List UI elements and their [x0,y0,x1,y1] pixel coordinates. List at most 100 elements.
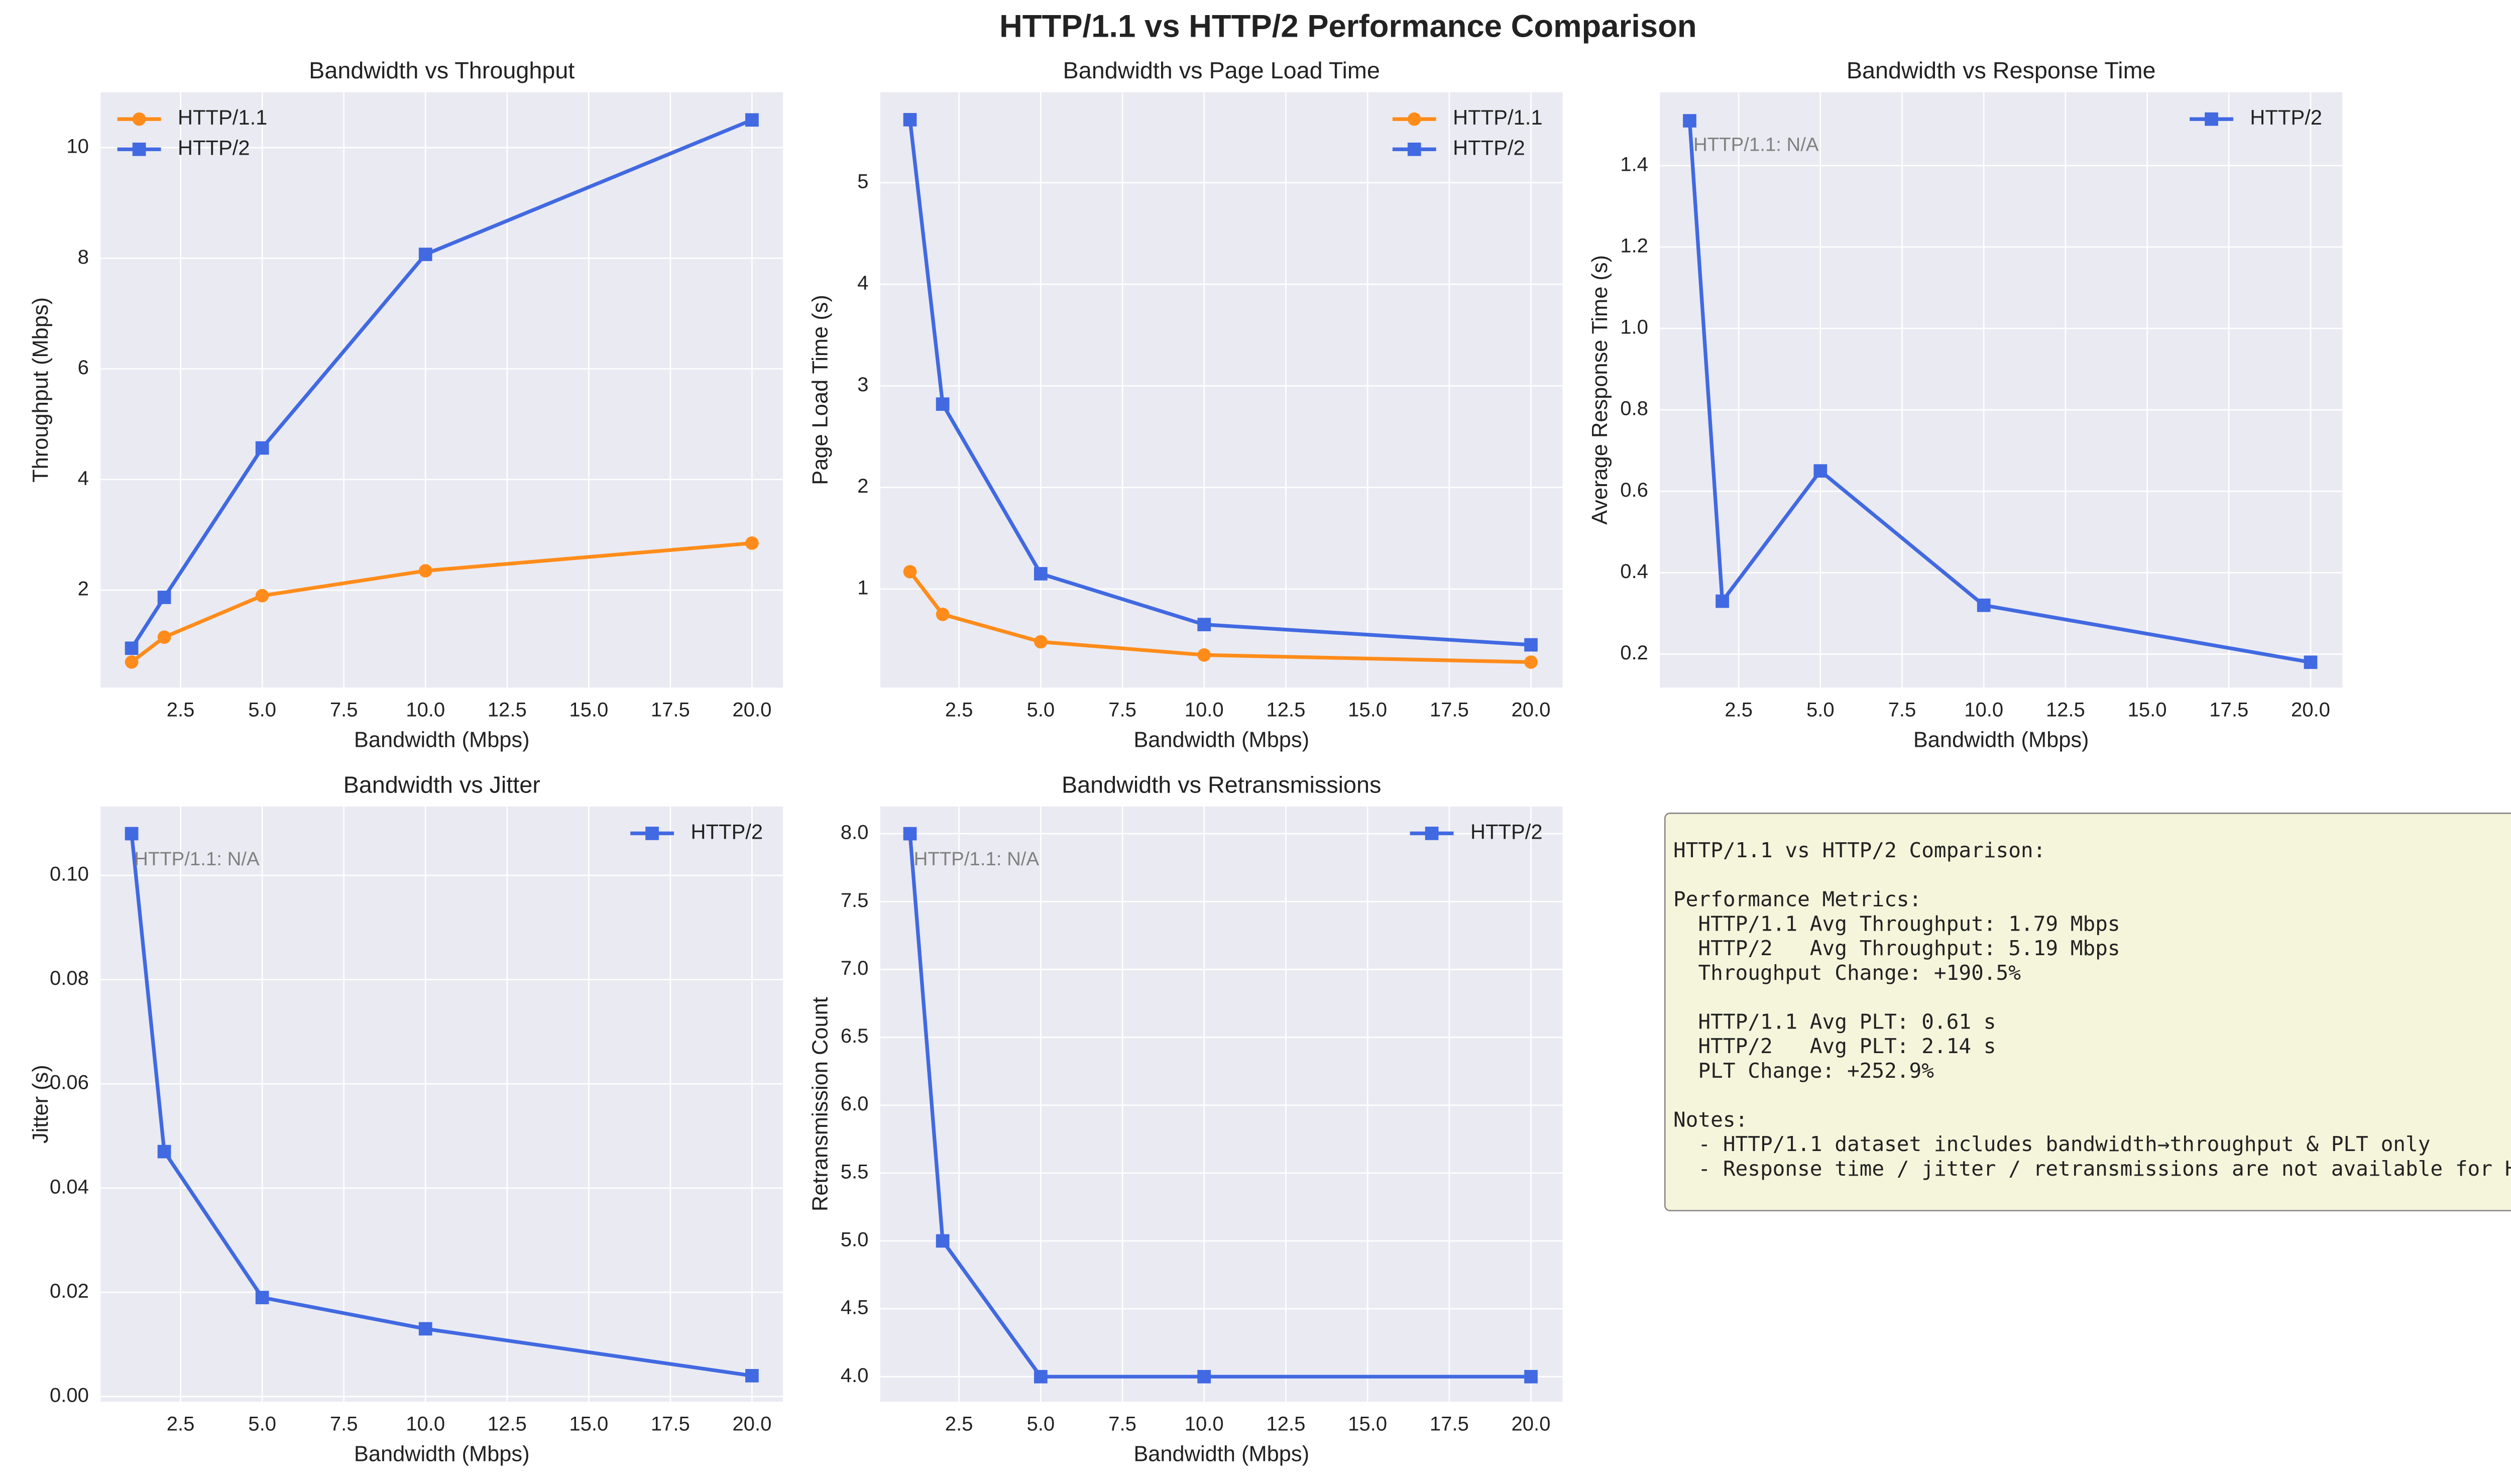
x-tick-label: 2.5 [167,1413,195,1435]
x-axis-title: Bandwidth (Mbps) [354,1442,530,1466]
marker [1197,1369,1211,1384]
marker [936,397,950,411]
marker [418,564,432,578]
marker [1524,638,1538,652]
y-axis-title: Throughput (Mbps) [29,297,53,483]
y-tick-label: 4 [78,467,89,489]
y-tick-label: 4.0 [841,1364,869,1387]
x-tick-label: 17.5 [1430,699,1469,721]
marker [418,1322,432,1336]
y-tick-label: 5.5 [841,1161,869,1183]
y-axis-title: Average Response Time (s) [1588,255,1612,525]
summary-line: - HTTP/1.1 dataset includes bandwidth→th… [1673,1132,2430,1156]
y-tick-label: 0.06 [50,1072,89,1094]
summary-line: PLT Change: +252.9% [1673,1059,1934,1083]
marker [255,589,269,603]
x-tick-label: 7.5 [330,699,358,721]
y-tick-label: 8 [78,246,89,268]
x-tick-label: 7.5 [1108,699,1136,721]
legend-label: HTTP/2 [691,820,763,843]
y-tick-label: 0.10 [50,863,89,885]
plot-area [100,807,783,1402]
y-tick-label: 1 [857,577,868,599]
x-axis-title: Bandwidth (Mbps) [1913,728,2089,752]
marker [1524,1369,1538,1384]
marker [1977,598,1991,612]
chart-title: Bandwidth vs Retransmissions [1062,771,1381,797]
annotation: HTTP/1.1: N/A [914,848,1040,870]
marker [1407,142,1421,156]
legend: HTTP/2 [630,820,763,843]
marker [903,827,917,841]
marker [745,536,759,550]
y-tick-label: 7.5 [841,889,869,911]
marker [132,142,146,156]
y-tick-label: 2 [857,475,868,497]
x-tick-label: 7.5 [1888,699,1916,721]
marker [1425,827,1439,840]
y-axis-title: Page Load Time (s) [808,295,832,485]
plot-area [880,92,1563,688]
x-tick-label: 5.0 [1026,1413,1055,1435]
x-axis-title: Bandwidth (Mbps) [1133,1442,1309,1466]
plot-area [880,807,1563,1402]
marker [645,827,659,840]
marker [936,1234,950,1248]
y-tick-label: 0.4 [1620,560,1648,583]
legend-label: HTTP/1.1 [1453,105,1543,129]
summary-line: HTTP/1.1 Avg Throughput: 1.79 Mbps [1673,911,2120,936]
marker [157,630,171,644]
marker [1034,635,1048,649]
y-tick-label: 4 [857,272,868,294]
x-tick-label: 20.0 [1512,1413,1551,1435]
marker [745,1369,759,1383]
x-tick-label: 17.5 [651,699,690,721]
summary-line: HTTP/2 Avg Throughput: 5.19 Mbps [1673,936,2120,960]
legend: HTTP/1.1 HTTP/2 [1392,105,1543,159]
x-axis-title: Bandwidth (Mbps) [354,728,530,752]
x-tick-label: 2.5 [945,1413,973,1435]
marker [1716,594,1729,608]
legend-label: HTTP/2 [1470,820,1543,843]
x-tick-label: 15.0 [569,699,608,721]
marker [903,565,917,579]
y-tick-label: 4.5 [841,1297,869,1319]
marker [132,112,146,126]
x-tick-label: 12.5 [2046,699,2085,721]
y-tick-label: 1.2 [1620,235,1648,257]
y-tick-label: 0.6 [1620,479,1648,501]
x-tick-label: 5.0 [248,699,276,721]
x-tick-label: 10.0 [1964,699,2003,721]
marker [255,441,269,455]
x-tick-label: 20.0 [732,699,771,721]
y-tick-label: 1.0 [1620,316,1648,338]
marker [1683,114,1696,128]
marker [2304,655,2318,669]
x-tick-label: 2.5 [945,699,973,721]
y-tick-label: 6.0 [841,1093,869,1115]
marker [1813,464,1828,478]
legend-label: HTTP/1.1 [178,105,268,129]
x-tick-label: 5.0 [1026,699,1055,721]
y-tick-label: 8.0 [841,822,869,844]
x-tick-label: 17.5 [651,1413,690,1435]
x-tick-label: 15.0 [1348,699,1387,721]
x-tick-label: 12.5 [488,699,527,721]
x-tick-label: 17.5 [1430,1413,1469,1435]
panel: 2 4 6 8 10 2.5 5.0 7.5 10.0 12.5 15.0 17.5 20.0 Bandw… [29,57,783,752]
y-tick-label: 0.8 [1620,398,1648,420]
marker [1034,567,1048,581]
legend-label: HTTP/2 [178,136,250,159]
marker [2205,112,2218,126]
summary-line: - Response time / jitter / retransmissio… [1673,1157,2511,1181]
x-tick-label: 7.5 [330,1413,358,1435]
marker [1197,648,1211,662]
marker [255,1291,269,1305]
x-tick-label: 5.0 [1806,699,1835,721]
summary-heading: HTTP/1.1 vs HTTP/2 Comparison: [1673,838,2045,862]
chart-title: Bandwidth vs Page Load Time [1063,57,1380,83]
panel: 1 2 3 4 5 2.5 5.0 7.5 10.0 12.5 15.0 17.5 20.0 Bandwi… [808,57,1563,752]
legend: HTTP/2 [2190,105,2322,129]
x-tick-label: 2.5 [1725,699,1753,721]
